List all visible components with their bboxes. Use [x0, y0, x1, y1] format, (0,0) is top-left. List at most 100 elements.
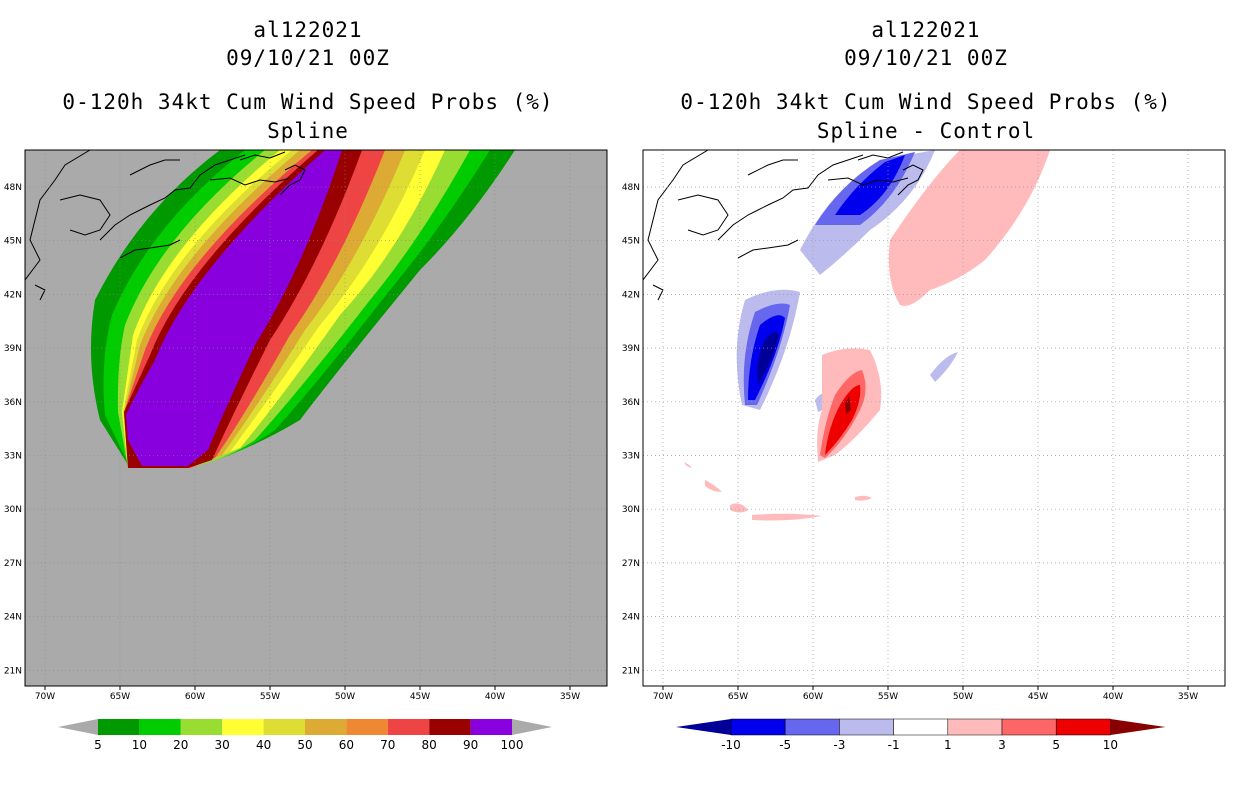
colorbar-label: 60 [339, 738, 354, 752]
left-subtitle: Spline [267, 119, 349, 143]
lon-tick-label: 50W [335, 692, 355, 702]
lon-tick-label: 45W [1028, 692, 1048, 702]
lat-tick-label: 45N [622, 237, 640, 247]
colorbar-box [839, 718, 894, 736]
lon-tick-label: 60W [185, 692, 205, 702]
lon-tick-label: 65W [728, 692, 748, 702]
lon-tick-label: 55W [260, 692, 280, 702]
left-product-title: 0-120h 34kt Cum Wind Speed Probs (%) [62, 90, 554, 114]
colorbar-box [180, 719, 223, 735]
colorbar-box [222, 719, 264, 735]
left-datetime: 09/10/21 00Z [226, 46, 390, 70]
right-lat-axis: 48N 45N 42N 39N 36N 33N 30N 27N 24N 21N [622, 183, 640, 676]
lon-tick-label: 65W [110, 692, 130, 702]
colorbar-box [346, 719, 388, 735]
right-map: 70W 65W 60W 55W 50W 45W 40W 35W 48N 45N 42N 39N 36N… [622, 149, 1226, 702]
lat-tick-label: 27N [622, 559, 640, 569]
colorbar-box [470, 719, 512, 735]
colorbar-label: 10 [132, 738, 147, 752]
right-lon-axis: 70W 65W 60W 55W 50W 45W 40W 35W [653, 686, 1198, 702]
lon-tick-label: 55W [878, 692, 898, 702]
lat-tick-label: 48N [4, 183, 22, 193]
lat-tick-label: 36N [4, 398, 22, 408]
colorbar-box [730, 718, 786, 736]
colorbar-label: -5 [779, 738, 791, 752]
lat-tick-label: 30N [622, 505, 640, 515]
left-colorbar-boxes [98, 719, 512, 735]
lat-tick-label: 33N [622, 452, 640, 462]
colorbar-label: 90 [463, 738, 478, 752]
colorbar-label: 10 [1103, 738, 1118, 752]
lat-tick-label: 30N [4, 505, 22, 515]
colorbar-high-arrow [1110, 719, 1166, 735]
lon-tick-label: 70W [35, 692, 55, 702]
colorbar-label: 3 [998, 738, 1006, 752]
lat-tick-label: 42N [622, 290, 640, 300]
colorbar-label: 1 [944, 738, 952, 752]
left-colorbar: 5 10 20 30 40 50 60 70 80 90 100 [58, 719, 552, 752]
right-colorbar: -10 -5 -3 -1 1 3 5 10 [676, 718, 1166, 752]
colorbar-box [305, 719, 347, 735]
lat-tick-label: 42N [4, 290, 22, 300]
colorbar-label: 40 [256, 738, 271, 752]
lon-tick-label: 35W [560, 692, 580, 702]
lat-tick-label: 33N [4, 452, 22, 462]
colorbar-label: 80 [422, 738, 437, 752]
lat-tick-label: 45N [4, 237, 22, 247]
colorbar-label: 50 [297, 738, 312, 752]
lon-tick-label: 50W [953, 692, 973, 702]
colorbar-label: 5 [1052, 738, 1060, 752]
right-colorbar-labels: -10 -5 -3 -1 1 3 5 10 [721, 738, 1118, 752]
colorbar-label: 30 [215, 738, 230, 752]
right-storm-id: al122021 [871, 18, 981, 42]
right-datetime: 09/10/21 00Z [844, 46, 1008, 70]
colorbar-box [139, 719, 181, 735]
colorbar-label: 70 [380, 738, 395, 752]
right-subtitle: Spline - Control [816, 119, 1036, 143]
colorbar-label: 5 [94, 738, 102, 752]
colorbar-box [387, 719, 430, 735]
lat-tick-label: 21N [622, 666, 640, 676]
colorbar-label: -3 [833, 738, 845, 752]
lon-tick-label: 45W [410, 692, 430, 702]
left-storm-id: al122021 [253, 18, 363, 42]
lon-tick-label: 40W [1103, 692, 1123, 702]
left-map: 70W 65W 60W 55W 50W 45W 40W 35W 48N 45N 42N 39N 36N… [4, 149, 608, 702]
left-colorbar-low-arrow [58, 719, 98, 735]
lat-tick-label: 36N [622, 398, 640, 408]
coastline [643, 150, 924, 301]
right-latlon-grid [643, 150, 1225, 686]
lat-tick-label: 39N [4, 344, 22, 354]
colorbar-box [893, 718, 949, 736]
colorbar-box [1001, 718, 1057, 736]
colorbar-label: 20 [173, 738, 188, 752]
left-lat-axis: 48N 45N 42N 39N 36N 33N 30N 27N 24N 21N [4, 183, 22, 676]
left-latlon-grid [25, 150, 607, 686]
colorbar-label: 100 [501, 738, 524, 752]
lat-tick-label: 39N [622, 344, 640, 354]
left-colorbar-high-arrow [512, 719, 552, 735]
left-colorbar-labels: 5 10 20 30 40 50 60 70 80 90 100 [94, 738, 523, 752]
colorbar-label: -10 [721, 738, 741, 752]
lon-tick-label: 60W [803, 692, 823, 702]
lon-tick-label: 70W [653, 692, 673, 702]
lat-tick-label: 24N [622, 613, 640, 623]
lat-tick-label: 27N [4, 559, 22, 569]
lat-tick-label: 24N [4, 613, 22, 623]
colorbar-box [784, 718, 840, 736]
colorbar-low-arrow [676, 719, 731, 735]
colorbar-box [429, 719, 471, 735]
lon-tick-label: 40W [485, 692, 505, 702]
colorbar-box [98, 719, 140, 735]
colorbar-label: -1 [888, 738, 900, 752]
lat-tick-label: 21N [4, 666, 22, 676]
colorbar-box [263, 719, 305, 735]
colorbar-box [1055, 718, 1111, 736]
left-lon-axis: 70W 65W 60W 55W 50W 45W 40W 35W [35, 686, 580, 702]
right-colorbar-boxes [676, 718, 1166, 736]
colorbar-box [947, 718, 1003, 736]
right-product-title: 0-120h 34kt Cum Wind Speed Probs (%) [680, 90, 1172, 114]
difference-contours [684, 150, 1050, 521]
probability-contours [91, 150, 515, 468]
